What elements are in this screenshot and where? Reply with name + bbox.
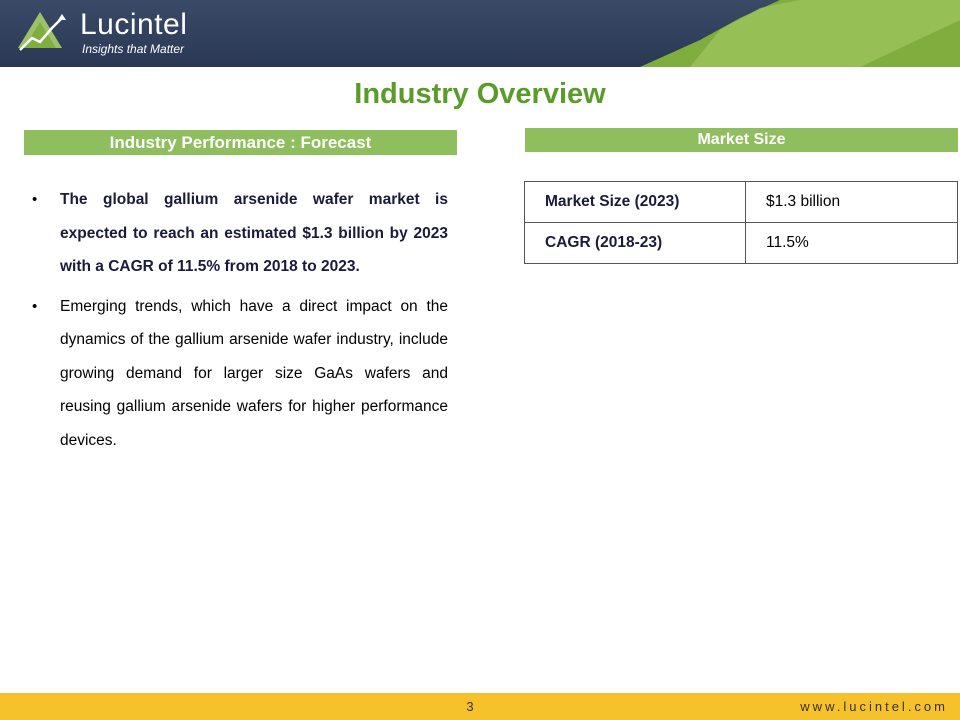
bullet-text: The global gallium arsenide wafer market…	[60, 191, 448, 275]
table-cell-label: CAGR (2018-23)	[524, 222, 746, 264]
list-item: • Emerging trends, which have a direct i…	[32, 290, 448, 458]
brand-name: Lucintel	[80, 8, 188, 41]
bullet-text: Emerging trends, which have a direct imp…	[60, 297, 448, 449]
bullet-icon: •	[32, 191, 38, 208]
rising-chart-logo-icon	[18, 12, 66, 51]
page-title: Industry Overview	[354, 78, 606, 110]
table-cell-value: 11.5%	[745, 222, 958, 264]
table-row: Market Size (2023) $1.3 billion	[524, 181, 958, 223]
bullet-icon: •	[32, 297, 38, 315]
table-row: CAGR (2018-23) 11.5%	[524, 222, 958, 264]
page-number: 3	[466, 699, 474, 714]
table-cell-label: Market Size (2023)	[524, 181, 746, 223]
table-cell-value: $1.3 billion	[745, 181, 958, 223]
header-banner: Lucintel Insights that Matter	[0, 0, 960, 67]
forecast-section-header: Industry Performance : Forecast	[24, 130, 457, 155]
market-size-section-header: Market Size	[525, 128, 958, 152]
brand-tagline: Insights that Matter	[82, 42, 185, 56]
market-size-table: Market Size (2023) $1.3 billion CAGR (20…	[524, 181, 958, 264]
website-url: www.lucintel.com	[800, 699, 948, 714]
list-item: • The global gallium arsenide wafer mark…	[32, 183, 448, 284]
header-decoration	[640, 0, 960, 67]
footer-bar: 3 www.lucintel.com	[0, 693, 960, 720]
forecast-bullet-list: • The global gallium arsenide wafer mark…	[32, 183, 448, 457]
